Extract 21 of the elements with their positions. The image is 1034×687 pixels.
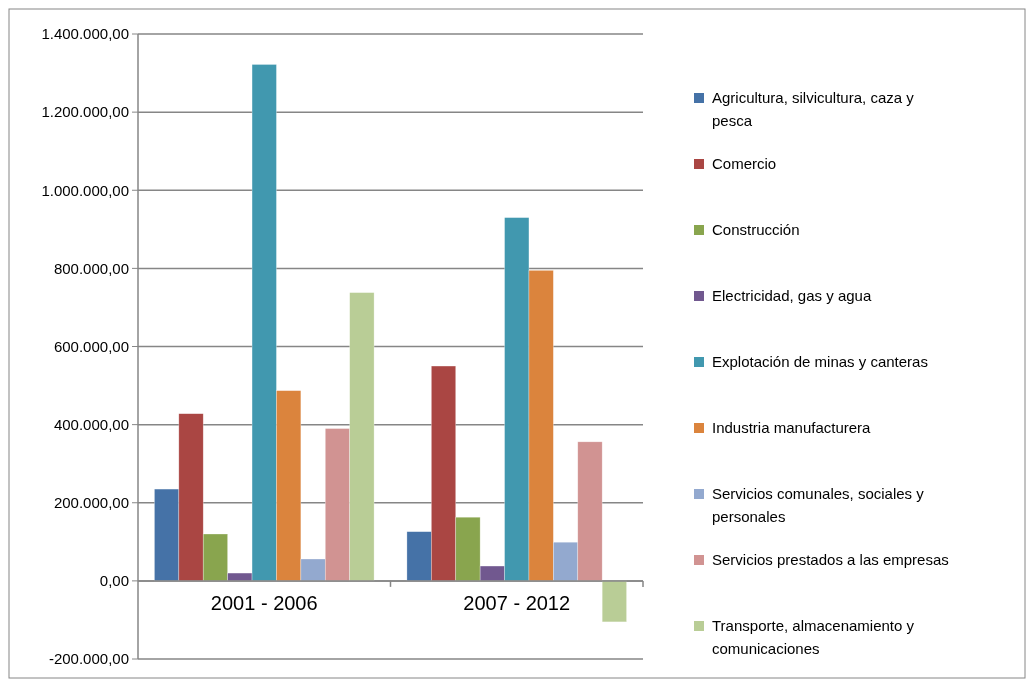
y-tick-label: 1.400.000,00 (41, 25, 129, 43)
y-tick-label: -200.000,00 (48, 650, 129, 668)
x-tick-label: 2007 - 2012 (463, 591, 571, 614)
legend-label: Servicios prestados a las empresas (712, 551, 949, 569)
legend-label: Electricidad, gas y agua (712, 287, 872, 305)
legend-label: Servicios comunales, sociales y personales (712, 485, 925, 526)
bar (601, 580, 627, 623)
y-tick-label: 1.200.000,00 (41, 103, 129, 121)
legend-label: Agricultura, silvicultura, caza y pesca (712, 89, 915, 130)
legend-label: Explotación de minas y canteras (712, 353, 928, 371)
legend-label: Construcción (712, 221, 800, 239)
y-tick-label: 200.000,00 (53, 494, 129, 511)
legend-label: Transporte, almacenamiento y comunicaciones (712, 617, 915, 658)
y-tick-label: 1.000.000,00 (41, 181, 129, 199)
x-tick-label: 2001 - 2006 (210, 591, 318, 614)
y-tick-label: 600.000,00 (53, 337, 129, 355)
legend-label: Industria manufacturera (712, 419, 872, 437)
y-tick-label: 400.000,00 (53, 415, 129, 433)
y-tick-label: 800.000,00 (53, 259, 129, 277)
y-tick-label: 0,00 (99, 572, 129, 590)
legend-label: Comercio (712, 155, 777, 173)
